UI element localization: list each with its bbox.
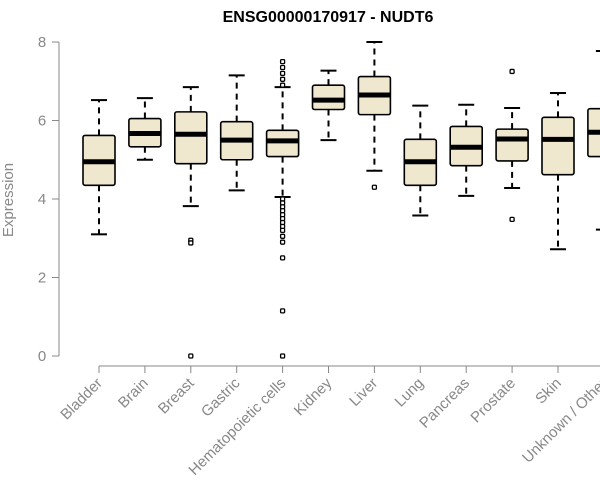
outlier-point bbox=[188, 353, 194, 359]
outlier-point bbox=[279, 308, 286, 314]
plot-area bbox=[82, 41, 600, 359]
outlier-point bbox=[279, 58, 286, 65]
x-tick-label: Bladder bbox=[57, 375, 106, 424]
y-tick-label: 2 bbox=[38, 270, 46, 287]
y-axis: 0 2 4 6 8 bbox=[38, 34, 60, 365]
x-tick-label: Brain bbox=[115, 375, 152, 412]
box-group bbox=[174, 86, 208, 359]
box-group bbox=[541, 92, 575, 251]
box-group bbox=[403, 104, 438, 217]
box-group bbox=[219, 74, 254, 192]
box-group bbox=[587, 50, 600, 231]
box-group bbox=[495, 68, 529, 223]
x-tick-label: Liver bbox=[346, 375, 381, 410]
iqr-box bbox=[311, 84, 346, 111]
y-tick-label: 8 bbox=[38, 34, 46, 51]
chart-title: ENSG00000170917 - NUDT6 bbox=[223, 9, 434, 26]
box-group bbox=[265, 58, 300, 359]
box-group bbox=[128, 97, 162, 161]
x-tick-label: Pancreas bbox=[416, 375, 473, 432]
box-group bbox=[449, 103, 484, 197]
y-axis-label: Expression bbox=[0, 163, 17, 237]
x-tick-label: Breast bbox=[155, 374, 198, 417]
x-tick-label: Gastric bbox=[198, 374, 244, 420]
y-tick-label: 6 bbox=[38, 113, 46, 130]
box-group bbox=[82, 99, 116, 236]
outlier-point bbox=[279, 255, 286, 261]
box-group bbox=[311, 69, 346, 142]
iqr-box bbox=[174, 111, 208, 165]
box-group bbox=[357, 41, 392, 190]
outlier-point bbox=[279, 76, 286, 82]
x-tick-label: Kidney bbox=[291, 374, 336, 419]
outlier-point bbox=[279, 233, 286, 239]
outlier-point bbox=[279, 70, 286, 77]
y-tick-label: 4 bbox=[38, 191, 46, 208]
outlier-point bbox=[509, 216, 515, 223]
iqr-box bbox=[495, 128, 529, 162]
outlier-point bbox=[279, 353, 286, 359]
x-tick-label: Lung bbox=[392, 375, 428, 411]
outlier-point bbox=[188, 240, 194, 246]
iqr-box bbox=[541, 116, 575, 176]
x-tick-label: Skin bbox=[532, 375, 565, 408]
outlier-point bbox=[371, 184, 378, 190]
outlier-point bbox=[279, 227, 286, 234]
y-tick-label: 0 bbox=[38, 348, 46, 365]
outlier-point bbox=[279, 82, 286, 88]
outlier-point bbox=[509, 68, 515, 75]
outlier-point bbox=[279, 239, 286, 245]
iqr-box bbox=[265, 129, 300, 158]
x-tick-label: Prostate bbox=[467, 375, 519, 427]
outlier-point bbox=[279, 64, 286, 71]
